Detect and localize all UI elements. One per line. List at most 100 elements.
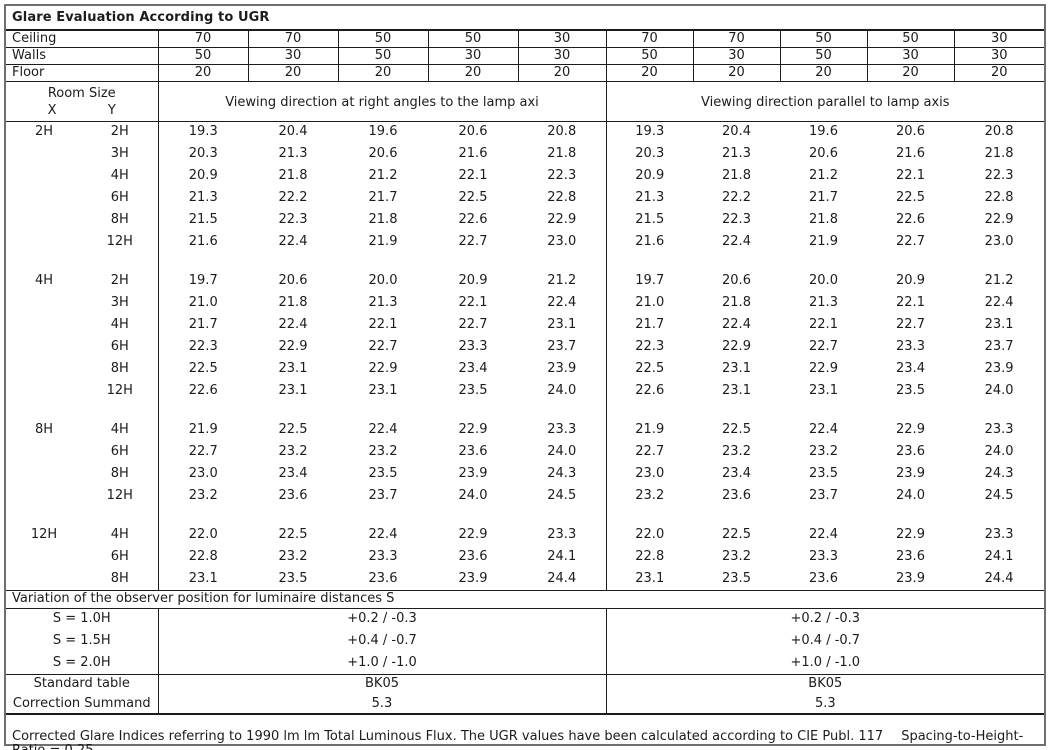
table-row: 3H 21.0 21.8 21.3 22.1 22.4 21.0 21.8 21.3 22.1 22… — [6, 292, 1044, 314]
ugr-value-parallel: 24.0 — [984, 444, 1014, 460]
footer-note: Corrected Glare Indices referring to 199… — [6, 714, 1044, 750]
ugr-value-right-angles: 22.8 — [518, 187, 607, 209]
reflectance-value: 20 — [780, 64, 868, 82]
spacer-cell — [158, 507, 248, 524]
reflectance-row: Floor 20 20 20 20 20 20 20 20 20 20 — [6, 64, 1045, 82]
ugr-value-parallel: 22.6 — [896, 212, 925, 228]
ugr-value-right-angles: 20.0 — [368, 273, 398, 289]
reflectance-value: 50 — [338, 30, 429, 48]
standard-value-right-angles: 5.3 — [158, 694, 607, 715]
reflectance-value: 70 — [158, 30, 249, 48]
room-size-x-value — [6, 441, 82, 463]
table-row: 12H 21.6 22.4 21.9 22.7 23.0 21.6 22.4 21.9 22.7 2… — [6, 231, 1044, 253]
ugr-value-parallel: 20.8 — [984, 124, 1014, 140]
spacer-cell — [6, 253, 82, 270]
spacer-cell — [954, 402, 1044, 419]
variation-title-row: Variation of the observer position for l… — [6, 590, 1045, 609]
ugr-value-parallel: 22.0 — [635, 527, 665, 543]
ugr-value-right-angles: 21.2 — [368, 168, 398, 184]
ugr-value-right-angles: 22.6 — [188, 383, 218, 399]
ugr-value-right-angles: 23.6 — [458, 549, 488, 565]
room-size-y-value: 6H — [82, 336, 159, 358]
ugr-value-right-angles: 23.4 — [278, 466, 308, 482]
ugr-value-right-angles: 23.9 — [428, 568, 518, 591]
ugr-value-right-angles: 22.0 — [188, 527, 218, 543]
room-size-y-value: 2H — [82, 270, 159, 292]
room-size-x-label: X — [47, 103, 57, 118]
spacer-cell — [6, 402, 82, 419]
ugr-value-parallel: 21.3 — [809, 295, 838, 311]
ugr-value-parallel: 23.1 — [984, 317, 1014, 333]
reflectance-value: 20 — [867, 64, 955, 82]
variation-title: Variation of the observer position for l… — [6, 590, 1045, 609]
ugr-value-right-angles: 21.3 — [278, 146, 308, 162]
ugr-value-right-angles: 24.0 — [518, 380, 607, 402]
room-size-y-value: 4H — [82, 524, 159, 546]
ugr-value-right-angles: 20.9 — [188, 168, 218, 184]
ugr-value-parallel: 24.4 — [954, 568, 1045, 591]
spacer-cell — [338, 253, 428, 270]
ugr-value-parallel: 22.5 — [896, 190, 925, 206]
title-row: Glare Evaluation According to UGR — [6, 6, 1045, 31]
spacer-cell — [954, 507, 1044, 524]
spacer-cell — [693, 402, 780, 419]
ugr-value-right-angles: 22.4 — [278, 317, 308, 333]
ugr-value-parallel: 23.4 — [722, 466, 751, 482]
ugr-value-right-angles: 22.3 — [188, 339, 218, 355]
spacer-cell — [158, 253, 248, 270]
table-row: 8H 21.5 22.3 21.8 22.6 22.9 21.5 22.3 21.8 22.6 22… — [6, 209, 1044, 231]
variation-label: S = 2.0H — [6, 652, 159, 675]
ugr-value-right-angles: 24.0 — [458, 488, 488, 504]
ugr-value-right-angles: 20.8 — [518, 121, 607, 143]
ugr-value-parallel: 23.2 — [722, 549, 751, 565]
page-title: Glare Evaluation According to UGR — [6, 6, 1045, 31]
reflectance-row: Walls 50 30 50 30 30 50 30 50 30 30 — [6, 47, 1045, 65]
table-row: 8H 4H 21.9 22.5 22.4 22.9 23.3 21.9 22.5 22.4 22.9… — [6, 419, 1044, 441]
ugr-value-right-angles: 23.0 — [518, 231, 607, 253]
standard-row: Standard table BK05 BK05 — [6, 674, 1044, 694]
spacer-cell — [606, 253, 693, 270]
standard-value-parallel: BK05 — [808, 676, 843, 692]
ugr-value-right-angles: 22.1 — [368, 317, 398, 333]
ugr-value-parallel: 24.0 — [896, 488, 925, 504]
ugr-value-parallel: 21.8 — [984, 146, 1014, 162]
ugr-value-parallel: 23.3 — [984, 527, 1014, 543]
ugr-value-parallel: 22.9 — [896, 527, 925, 543]
spacer-cell — [338, 507, 428, 524]
table-row: 8H 23.0 23.4 23.5 23.9 24.3 23.0 23.4 23.5 23.9 24… — [6, 463, 1044, 485]
ugr-value-right-angles: 23.2 — [188, 488, 218, 504]
reflectance-value: 30 — [693, 47, 781, 65]
block-spacer — [6, 507, 1044, 524]
room-size-y-value: 8H — [82, 568, 159, 591]
ugr-value-parallel: 21.3 — [635, 190, 665, 206]
ugr-value-parallel: 22.5 — [722, 422, 751, 438]
room-size-y-value: 8H — [82, 463, 159, 485]
ugr-value-parallel: 19.3 — [635, 124, 665, 140]
ugr-value-right-angles: 23.3 — [368, 549, 398, 565]
ugr-value-right-angles: 24.5 — [518, 485, 607, 507]
ugr-value-parallel: 20.0 — [809, 273, 838, 289]
ugr-value-right-angles: 23.1 — [368, 383, 398, 399]
room-size-y-value: 12H — [82, 380, 159, 402]
ugr-value-right-angles: 20.6 — [278, 273, 308, 289]
ugr-value-parallel: 22.2 — [722, 190, 751, 206]
variation-value-parallel: +0.2 / -0.3 — [790, 611, 861, 627]
spacer-cell — [518, 402, 607, 419]
spacer-cell — [693, 507, 780, 524]
spacer-cell — [428, 402, 518, 419]
ugr-value-parallel: 22.1 — [896, 168, 925, 184]
ugr-value-parallel: 20.6 — [722, 273, 751, 289]
ugr-value-parallel: 20.9 — [896, 273, 925, 289]
ugr-value-right-angles: 22.9 — [458, 422, 488, 438]
table-row: 6H 22.3 22.9 22.7 23.3 23.7 22.3 22.9 22.7 23.3 23… — [6, 336, 1044, 358]
ugr-value-right-angles: 19.3 — [188, 124, 218, 140]
ugr-value-parallel: 22.7 — [809, 339, 838, 355]
room-size-x-value — [6, 568, 82, 591]
spacer-cell — [780, 253, 867, 270]
ugr-value-parallel: 24.3 — [984, 466, 1014, 482]
ugr-value-right-angles: 22.9 — [518, 209, 607, 231]
ugr-value-parallel: 21.3 — [722, 146, 751, 162]
ugr-value-right-angles: 22.1 — [458, 295, 488, 311]
reflectance-value: 50 — [158, 47, 249, 65]
